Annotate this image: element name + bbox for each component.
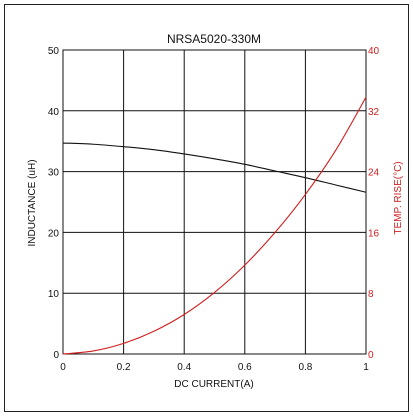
y-right-tick-label: 16 [368, 228, 380, 239]
y-left-tick-label: 40 [48, 107, 60, 118]
y-right-tick-label: 8 [368, 289, 374, 300]
y-right-tick-label: 32 [368, 107, 380, 118]
series-layer [62, 96, 367, 355]
y-axis-left-label: INDUCTANCE (uH) [27, 159, 38, 246]
y-right-tick-label: 0 [368, 350, 374, 361]
chart-title: NRSA5020-330M [167, 32, 261, 46]
temp-rise-line [62, 96, 367, 355]
x-axis-label: DC CURRENT(A) [174, 379, 253, 390]
plot-area [62, 49, 367, 355]
chart-border [4, 4, 409, 412]
x-tick-label: 0 [60, 362, 66, 373]
grid [63, 50, 366, 354]
x-tick-label: 0.4 [177, 362, 191, 373]
y-left-tick-label: 50 [48, 46, 60, 57]
inductance-line [62, 142, 367, 193]
x-tick-label: 1 [363, 362, 369, 373]
y-left-tick-label: 0 [53, 350, 59, 361]
x-tick-label: 0.8 [298, 362, 312, 373]
x-tick-label: 0.2 [117, 362, 131, 373]
y-axis-right-label: TEMP. RISE(°C) [393, 161, 404, 234]
y-left-tick-label: 20 [48, 228, 60, 239]
y-left-tick-label: 30 [48, 168, 60, 179]
y-right-tick-label: 24 [368, 168, 380, 179]
y-right-tick-label: 40 [368, 46, 380, 57]
x-tick-label: 0.6 [238, 362, 252, 373]
y-left-tick-label: 10 [48, 289, 60, 300]
